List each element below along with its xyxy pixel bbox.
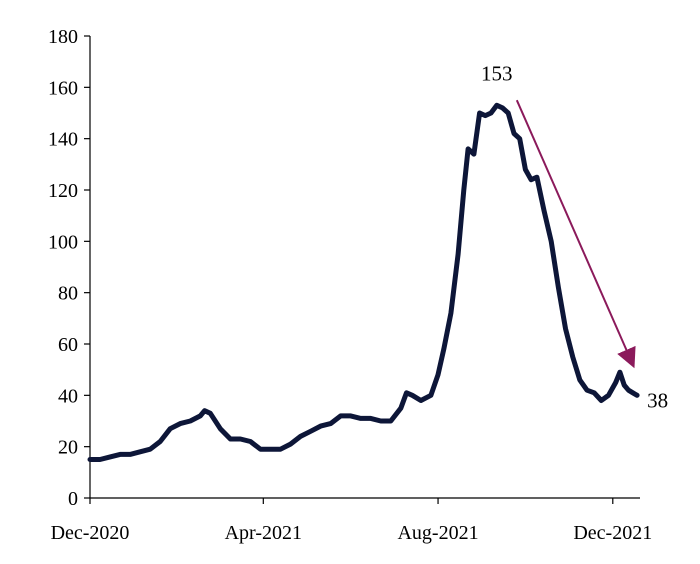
x-tick-label: Dec-2021	[573, 522, 652, 544]
plot-area	[87, 102, 640, 462]
trend-arrow	[515, 99, 636, 369]
y-tick-label: 160	[48, 77, 78, 99]
series-line	[87, 102, 640, 462]
x-tick-label: Aug-2021	[397, 522, 478, 544]
y-tick-label: 0	[68, 488, 78, 510]
y-tick-label: 40	[58, 385, 78, 407]
y-tick-label: 80	[58, 283, 78, 305]
x-tick-label: Dec-2020	[51, 522, 130, 544]
latest-value-label: 38	[647, 388, 668, 412]
y-tick-label: 100	[48, 231, 78, 253]
peak-value-label: 153	[481, 61, 513, 85]
x-axis: Dec-2020 Apr-2021 Aug-2021 Dec-2021	[51, 497, 652, 544]
y-tick-label: 60	[58, 334, 78, 356]
y-tick-label: 180	[48, 26, 78, 48]
y-axis: 0 20 40 60 80 100 120 140 160 180	[48, 26, 91, 510]
y-tick-label: 140	[48, 129, 78, 151]
annotations: 153 38	[481, 61, 668, 412]
x-tick-label: Apr-2021	[225, 522, 302, 544]
y-tick-label: 20	[58, 437, 78, 459]
y-tick-label: 120	[48, 180, 78, 202]
